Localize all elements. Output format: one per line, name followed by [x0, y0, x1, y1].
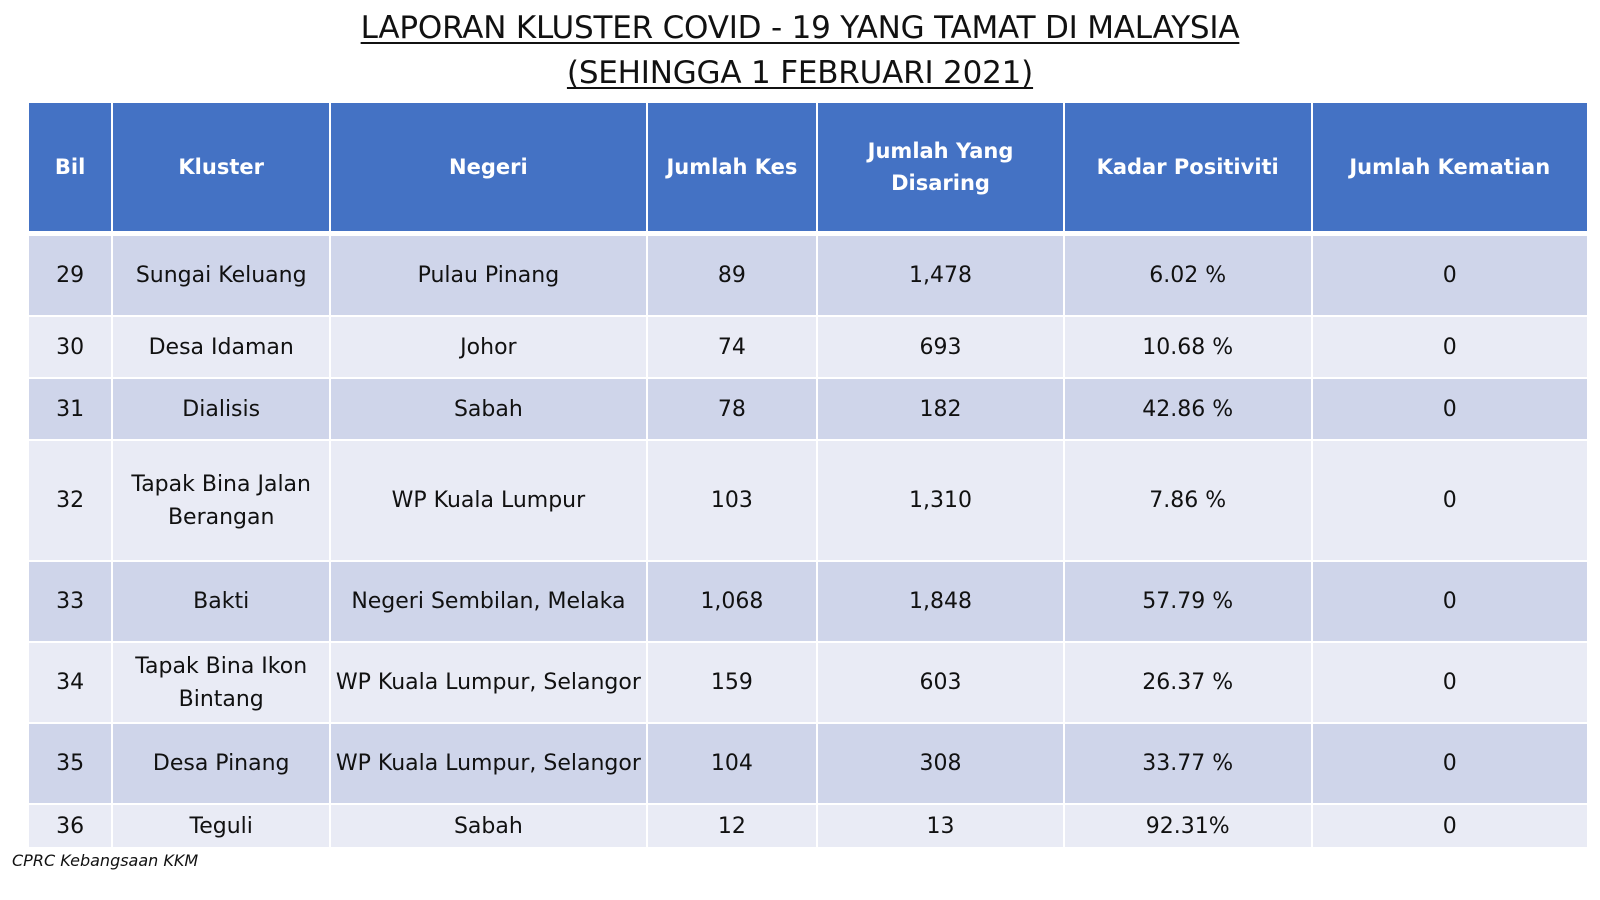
cell-jumlah-kematian: 0 — [1310, 439, 1589, 562]
cell-negeri: Negeri Sembilan, Melaka — [329, 560, 648, 643]
cluster-table: Bil Kluster Negeri Jumlah Kes Jumlah Yan… — [26, 101, 1589, 849]
cell-kluster: Desa Pinang — [111, 722, 332, 805]
cell-jumlah-kes: 1,068 — [645, 560, 819, 643]
cell-bil: 36 — [26, 803, 114, 849]
table-row: 29 Sungai Keluang Pulau Pinang 89 1,478 … — [26, 232, 1589, 317]
cell-jumlah-kes: 104 — [645, 722, 819, 805]
cell-jumlah-disaring: 1,478 — [816, 232, 1065, 317]
cell-kluster: Bakti — [111, 560, 332, 643]
cell-bil: 34 — [26, 641, 114, 724]
cell-jumlah-kes: 12 — [645, 803, 819, 849]
title-text-1: LAPORAN KLUSTER COVID - 19 YANG TAMAT DI… — [360, 10, 1240, 46]
cell-jumlah-kematian: 0 — [1310, 722, 1589, 805]
cell-jumlah-kematian: 0 — [1310, 232, 1589, 317]
cell-kadar-positiviti: 10.68 % — [1062, 315, 1313, 379]
cell-negeri: WP Kuala Lumpur, Selangor — [329, 641, 648, 724]
cell-negeri: Pulau Pinang — [329, 232, 648, 317]
cell-kadar-positiviti: 92.31% — [1062, 803, 1313, 849]
cell-kluster: Dialisis — [111, 377, 332, 441]
table-row: 30 Desa Idaman Johor 74 693 10.68 % 0 — [26, 315, 1589, 379]
table-header-row: Bil Kluster Negeri Jumlah Kes Jumlah Yan… — [26, 101, 1589, 236]
table-row: 31 Dialisis Sabah 78 182 42.86 % 0 — [26, 377, 1589, 441]
header-kadar-positiviti: Kadar Positiviti — [1062, 101, 1313, 236]
cell-jumlah-disaring: 182 — [816, 377, 1065, 441]
cell-kadar-positiviti: 26.37 % — [1062, 641, 1313, 724]
header-jumlah-disaring: Jumlah Yang Disaring — [816, 101, 1065, 236]
cell-jumlah-kematian: 0 — [1310, 641, 1589, 724]
cell-bil: 29 — [26, 232, 114, 317]
cell-jumlah-kematian: 0 — [1310, 377, 1589, 441]
cell-bil: 35 — [26, 722, 114, 805]
cell-jumlah-disaring: 693 — [816, 315, 1065, 379]
cell-jumlah-kes: 74 — [645, 315, 819, 379]
cell-kluster: Desa Idaman — [111, 315, 332, 379]
cell-jumlah-disaring: 603 — [816, 641, 1065, 724]
cell-kluster: Tapak Bina Ikon Bintang — [111, 641, 332, 724]
cell-jumlah-kes: 78 — [645, 377, 819, 441]
header-jumlah-kes: Jumlah Kes — [645, 101, 819, 236]
cell-jumlah-kematian: 0 — [1310, 315, 1589, 379]
title-text-2: (SEHINGGA 1 FEBRUARI 2021) — [566, 55, 1034, 91]
table-row: 33 Bakti Negeri Sembilan, Melaka 1,068 1… — [26, 560, 1589, 643]
cell-negeri: Sabah — [329, 803, 648, 849]
cell-negeri: WP Kuala Lumpur, Selangor — [329, 722, 648, 805]
cell-jumlah-disaring: 13 — [816, 803, 1065, 849]
title-line-1: LAPORAN KLUSTER COVID - 19 YANG TAMAT DI… — [0, 6, 1600, 51]
cell-kadar-positiviti: 6.02 % — [1062, 232, 1313, 317]
cell-bil: 33 — [26, 560, 114, 643]
cell-kadar-positiviti: 33.77 % — [1062, 722, 1313, 805]
cell-jumlah-disaring: 308 — [816, 722, 1065, 805]
cell-jumlah-kes: 89 — [645, 232, 819, 317]
cell-negeri: WP Kuala Lumpur — [329, 439, 648, 562]
cell-kadar-positiviti: 57.79 % — [1062, 560, 1313, 643]
cell-kluster: Teguli — [111, 803, 332, 849]
cell-jumlah-kes: 159 — [645, 641, 819, 724]
cell-bil: 30 — [26, 315, 114, 379]
table-row: 36 Teguli Sabah 12 13 92.31% 0 — [26, 803, 1589, 849]
cell-jumlah-disaring: 1,310 — [816, 439, 1065, 562]
header-bil: Bil — [26, 101, 114, 236]
cell-negeri: Johor — [329, 315, 648, 379]
cell-kluster: Tapak Bina Jalan Berangan — [111, 439, 332, 562]
header-negeri: Negeri — [329, 101, 648, 236]
cell-bil: 31 — [26, 377, 114, 441]
cell-negeri: Sabah — [329, 377, 648, 441]
cell-jumlah-disaring: 1,848 — [816, 560, 1065, 643]
cell-kluster: Sungai Keluang — [111, 232, 332, 317]
cell-jumlah-kematian: 0 — [1310, 803, 1589, 849]
page-title: LAPORAN KLUSTER COVID - 19 YANG TAMAT DI… — [0, 6, 1600, 96]
source-footer: CPRC Kebangsaan KKM — [12, 851, 199, 870]
cell-kadar-positiviti: 42.86 % — [1062, 377, 1313, 441]
cell-bil: 32 — [26, 439, 114, 562]
table-row: 34 Tapak Bina Ikon Bintang WP Kuala Lump… — [26, 641, 1589, 724]
cell-kadar-positiviti: 7.86 % — [1062, 439, 1313, 562]
header-kluster: Kluster — [111, 101, 332, 236]
title-line-2: (SEHINGGA 1 FEBRUARI 2021) — [0, 51, 1600, 96]
table-row: 35 Desa Pinang WP Kuala Lumpur, Selangor… — [26, 722, 1589, 805]
cell-jumlah-kematian: 0 — [1310, 560, 1589, 643]
table-row: 32 Tapak Bina Jalan Berangan WP Kuala Lu… — [26, 439, 1589, 562]
cell-jumlah-kes: 103 — [645, 439, 819, 562]
header-jumlah-kematian: Jumlah Kematian — [1310, 101, 1589, 236]
